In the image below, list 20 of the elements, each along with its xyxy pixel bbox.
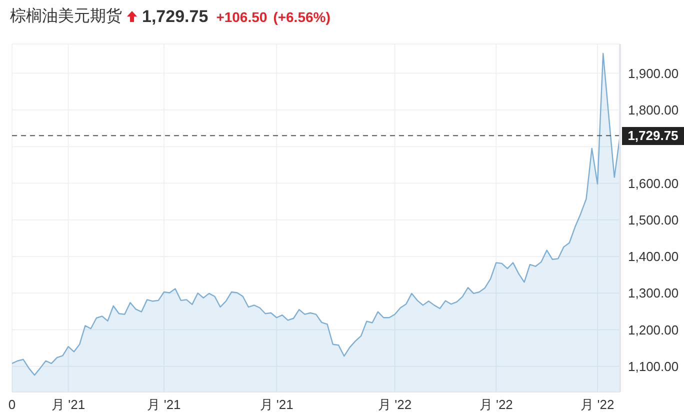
y-tick-label: 1,400.00 [628, 249, 679, 264]
x-tick-label: 月 '22 [378, 397, 412, 412]
y-tick-label: 1,300.00 [628, 286, 679, 301]
x-tick-label: 月 '22 [479, 397, 513, 412]
ref-line-label: 1,729.75 [622, 126, 684, 145]
text: +106.50 [216, 8, 268, 24]
chart-title: 棕榈油美元期货 [10, 6, 122, 27]
y-tick-label: 1,200.00 [628, 322, 679, 338]
y-tick-label: 1,600.00 [628, 176, 679, 191]
text: 1,729.75 [142, 6, 208, 26]
x-tick-label: 月 '21 [260, 397, 294, 412]
x-tick-label: 月 '22 [580, 397, 614, 412]
y-tick-label: 1,100.00 [628, 358, 679, 374]
x-tick-label: 月 '21 [52, 397, 86, 412]
x-tick-label: 月 '21 [147, 397, 181, 412]
y-tick-label: 1,800.00 [628, 102, 679, 118]
y-tick-label: 1,900.00 [628, 66, 679, 81]
x-tick-label: 0 [8, 397, 16, 412]
text: (+6.56%) [273, 8, 330, 24]
y-tick-label: 1,500.00 [628, 212, 679, 228]
